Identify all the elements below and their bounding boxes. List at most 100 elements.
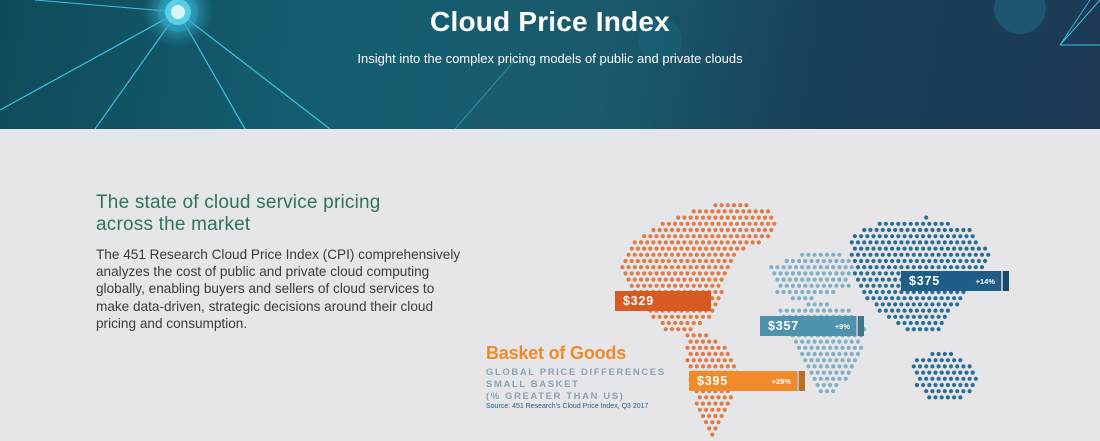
- map-dot: [936, 265, 941, 270]
- map-dot: [961, 376, 966, 381]
- map-dot: [716, 296, 721, 301]
- map-dot: [793, 339, 799, 344]
- map-dot: [955, 376, 960, 381]
- map-dot: [666, 258, 671, 264]
- map-dot: [828, 345, 833, 350]
- map-dot: [688, 327, 693, 332]
- map-dot: [722, 209, 727, 214]
- map-dot: [700, 364, 706, 369]
- map-dot: [815, 258, 820, 264]
- map-dot: [868, 227, 873, 233]
- map-dot: [911, 227, 916, 233]
- section-heading-line1: The state of cloud service pricing: [96, 192, 381, 213]
- map-dot: [642, 246, 647, 251]
- map-dot: [704, 420, 709, 425]
- map-dot: [812, 252, 817, 257]
- map-dot: [886, 265, 892, 270]
- map-dot: [700, 252, 706, 257]
- map-dot: [809, 345, 814, 350]
- map-dot: [682, 265, 687, 270]
- map-dot: [942, 376, 947, 381]
- map-dot: [747, 234, 752, 239]
- map-dot: [983, 246, 988, 251]
- map-dot: [753, 221, 758, 226]
- map-dot: [719, 413, 724, 419]
- map-dot: [654, 246, 659, 251]
- map-dot: [691, 283, 696, 288]
- map-dot: [716, 258, 721, 264]
- map-dot: [704, 234, 709, 239]
- map-dot: [707, 227, 712, 233]
- map-dot: [936, 252, 941, 257]
- map-dot: [911, 327, 916, 332]
- map-dot: [784, 271, 789, 276]
- map-dot: [719, 215, 724, 220]
- map-dot: [865, 258, 870, 264]
- map-dot: [812, 339, 817, 344]
- map-dot: [824, 351, 830, 357]
- map-dot: [673, 283, 678, 288]
- map-dot: [629, 246, 634, 251]
- map-dot: [973, 252, 978, 257]
- map-dot: [967, 265, 972, 270]
- map-dot: [707, 426, 712, 431]
- map-dot: [902, 234, 907, 239]
- map-dot: [707, 252, 712, 257]
- map-dot: [939, 246, 944, 251]
- map-dot: [710, 283, 715, 288]
- map-dot: [886, 314, 892, 319]
- map-dot: [821, 271, 826, 276]
- map-dot: [924, 376, 929, 381]
- map-dot: [846, 358, 851, 363]
- map-dot: [679, 271, 684, 276]
- map-dot: [719, 364, 724, 369]
- map-dot: [685, 320, 690, 326]
- map-dot: [750, 227, 755, 233]
- price-tag-stub: [856, 316, 864, 336]
- map-dot: [818, 364, 823, 369]
- map-dot: [704, 283, 709, 288]
- map-dot: [958, 246, 963, 251]
- map-dot: [818, 351, 823, 357]
- map-dot: [948, 240, 954, 245]
- map-dot: [914, 296, 919, 301]
- map-dot: [911, 364, 916, 369]
- map-dot: [927, 320, 932, 326]
- map-dot: [818, 376, 823, 381]
- map-dot: [843, 277, 848, 282]
- map-dot: [657, 240, 662, 245]
- map-dot: [958, 258, 963, 264]
- map-dot: [663, 227, 668, 233]
- map-dot: [945, 308, 950, 313]
- map-dot: [890, 283, 895, 288]
- map-dot: [648, 258, 653, 264]
- map-dot: [939, 308, 944, 313]
- map-dot: [855, 277, 861, 282]
- map-dot: [704, 333, 709, 338]
- map-dot: [635, 283, 640, 288]
- map-dot: [924, 265, 929, 270]
- map-dot: [645, 240, 650, 245]
- map-dot: [939, 258, 944, 264]
- map-dot: [933, 258, 938, 264]
- map-dot: [824, 277, 830, 282]
- map-dot: [685, 283, 690, 288]
- map-dot: [700, 215, 706, 220]
- map-dot: [772, 221, 777, 226]
- map-dot: [815, 358, 820, 363]
- map-dot: [948, 376, 954, 381]
- map-dot: [945, 234, 950, 239]
- map-dot: [797, 258, 802, 264]
- map-dot: [815, 283, 820, 288]
- map-dot: [713, 203, 718, 208]
- map-dot: [725, 265, 730, 270]
- map-dot: [673, 320, 678, 326]
- map-dot: [961, 252, 966, 257]
- map-dot: [970, 246, 975, 251]
- map-dot: [778, 271, 783, 276]
- map-dot: [694, 401, 699, 406]
- map-dot: [663, 277, 668, 282]
- map-dot: [880, 302, 885, 307]
- price-tag-us: $329: [615, 291, 711, 311]
- map-dot: [849, 252, 854, 257]
